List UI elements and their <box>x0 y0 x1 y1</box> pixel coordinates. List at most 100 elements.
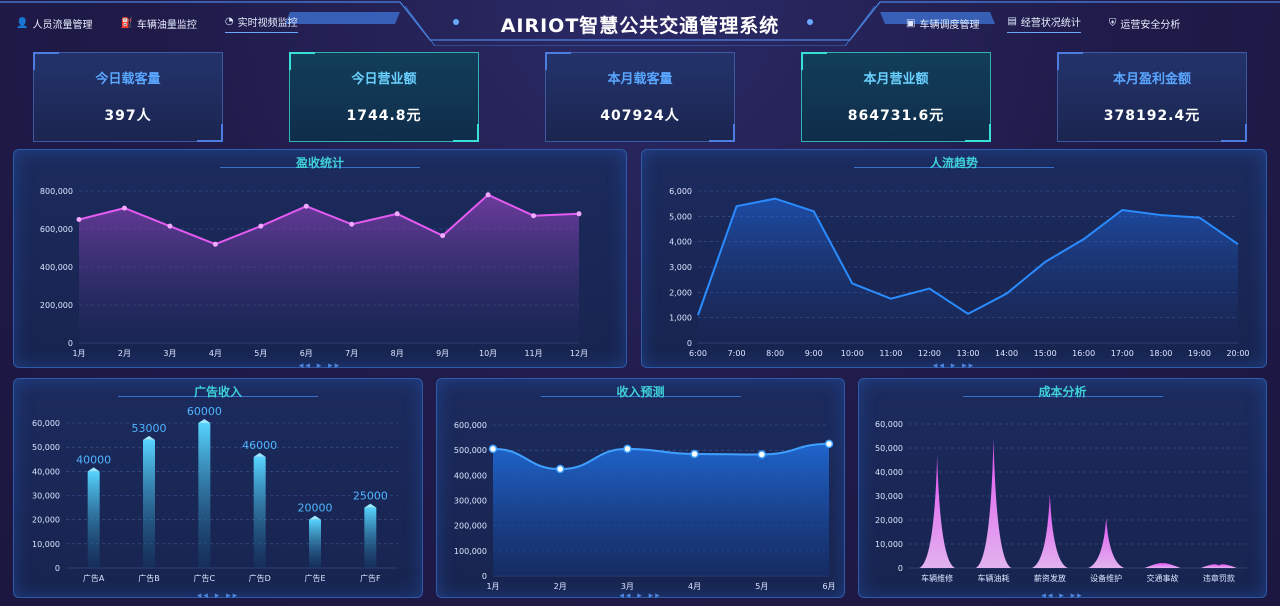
page-title: AIRIOT智慧公共交通管理系统 <box>500 15 780 37</box>
y-tick-label: 800,000 <box>40 187 73 196</box>
kpi-card-month-revenue: 本月营业额 864731.6元 <box>801 52 991 142</box>
data-point <box>212 241 218 247</box>
bar-spike <box>1200 564 1237 568</box>
data-point <box>757 450 767 459</box>
bar-spike <box>975 438 1012 568</box>
bar-cap <box>87 467 100 472</box>
x-tick-label: 11月 <box>524 349 542 358</box>
x-tick-label: 交通事故 <box>1147 573 1179 583</box>
x-tick-label: 7:00 <box>728 349 746 358</box>
x-tick-label: 1月 <box>72 349 85 358</box>
y-tick-label: 400,000 <box>454 471 487 480</box>
y-tick-label: 0 <box>68 339 73 348</box>
x-tick-label: 8:00 <box>766 349 784 358</box>
y-tick-label: 60,000 <box>875 420 903 429</box>
x-tick-label: 6:00 <box>689 349 707 358</box>
kpi-value: 378192.4元 <box>1103 108 1201 124</box>
x-tick-label: 设备维护 <box>1090 573 1122 583</box>
nav-safety-analysis[interactable]: ⛨ 运营安全分析 <box>1109 14 1181 33</box>
y-tick-label: 50,000 <box>32 443 60 452</box>
x-tick-label: 5月 <box>755 582 768 591</box>
x-tick-label: 广告E <box>304 573 325 583</box>
panel-title: 成本分析 <box>1038 385 1087 399</box>
y-tick-label: 200,000 <box>454 522 487 531</box>
panel-title: 收入预测 <box>616 385 665 399</box>
series-line <box>78 193 580 246</box>
y-tick-label: 5,000 <box>669 212 692 221</box>
y-tick-label: 500,000 <box>454 446 487 455</box>
x-tick-label: 广告C <box>194 573 216 583</box>
data-point <box>76 217 82 222</box>
x-tick-label: 15:00 <box>1034 349 1057 358</box>
bar-spike <box>1144 563 1181 568</box>
x-tick-label: 4月 <box>209 349 222 358</box>
y-tick-label: 50,000 <box>875 444 903 453</box>
data-label: 20000 <box>298 502 333 515</box>
y-tick-label: 400,000 <box>40 263 73 272</box>
kpi-label: 本月营业额 <box>863 72 929 87</box>
kpi-card-month-passengers: 本月载客量 407924人 <box>545 52 735 142</box>
nav-video-monitor[interactable]: ◔ 实时视频监控 <box>224 14 298 33</box>
nav-dispatch[interactable]: ▣ 车辆调度管理 <box>906 14 979 33</box>
monitor-icon: ▣ <box>906 18 916 29</box>
data-point <box>555 464 565 474</box>
camera-icon: ◔ <box>224 16 234 27</box>
x-tick-label: 广告F <box>360 573 381 583</box>
nav-fuel-monitor[interactable]: ⛽ 车辆油量监控 <box>120 14 196 33</box>
bar-spike <box>919 455 956 568</box>
nav-right: ▣ 车辆调度管理 ▤ 经营状况统计 ⛨ 运营安全分析 <box>906 14 1180 33</box>
nav-label: 人员流量管理 <box>32 20 93 31</box>
panel-cost-analysis: 成本分析 0 10,000 20,000 30,000 40,000 50,000 60,0… <box>858 378 1267 601</box>
x-tick-label: 10月 <box>479 349 497 358</box>
x-tick-label: 3月 <box>621 582 634 591</box>
data-point <box>623 444 632 454</box>
kpi-value: 1744.8元 <box>346 108 422 124</box>
panel-footer-deco: ◂◂ ▸ ▸▸ <box>298 361 342 371</box>
chart-ad-income: 0 10,000 20,000 30,000 40,000 50,000 60,000 广告A… <box>32 405 398 583</box>
x-tick-label: 18:00 <box>1149 349 1172 358</box>
bar <box>309 519 321 568</box>
header-frame <box>0 1 1280 46</box>
kpi-card-today-revenue: 今日营业额 1744.8元 <box>289 52 479 142</box>
data-point <box>121 205 127 211</box>
kpi-label: 今日营业额 <box>351 72 417 87</box>
bar-spike <box>1031 493 1068 568</box>
y-tick-label: 100,000 <box>454 547 487 556</box>
y-tick-label: 10,000 <box>32 540 60 549</box>
kpi-label: 本月载客量 <box>607 72 673 87</box>
x-tick-label: 20:00 <box>1226 349 1249 358</box>
bar-cap <box>198 419 211 423</box>
bar-cap <box>309 515 321 520</box>
bar <box>364 507 377 568</box>
data-point <box>167 223 173 229</box>
bar <box>143 439 155 568</box>
y-tick-label: 600,000 <box>454 421 487 430</box>
x-tick-label: 9月 <box>436 349 449 358</box>
nav-people-flow[interactable]: 👤 人员流量管理 <box>16 14 92 33</box>
y-tick-label: 60,000 <box>32 419 60 428</box>
nav-business-stats[interactable]: ▤ 经营状况统计 <box>1007 14 1081 33</box>
x-tick-label: 9:00 <box>805 349 823 358</box>
data-label: 46000 <box>242 439 277 452</box>
y-tick-label: 200,000 <box>40 301 73 310</box>
bar-cap <box>143 435 155 440</box>
data-point <box>531 213 537 219</box>
x-tick-label: 车辆维修 <box>921 573 953 583</box>
y-tick-label: 30,000 <box>875 492 903 501</box>
x-tick-label: 6月 <box>300 349 313 358</box>
chart-icon: ▤ <box>1007 16 1017 27</box>
x-tick-label: 14:00 <box>995 349 1018 358</box>
x-tick-label: 3月 <box>163 349 176 358</box>
x-tick-label: 违章罚款 <box>1203 573 1235 583</box>
shield-icon: ⛨ <box>1108 18 1117 29</box>
x-tick-label: 19:00 <box>1188 349 1211 358</box>
x-tick-label: 8月 <box>391 349 404 358</box>
chart-traffic: 0 1,000 2,000 3,000 4,000 5,000 6,000 6:00 7:00 8… <box>669 187 1249 358</box>
data-point <box>488 444 498 454</box>
nav-label: 实时视频监控 <box>237 18 298 29</box>
x-tick-label: 广告A <box>83 573 105 583</box>
area-fill <box>698 198 1238 343</box>
kpi-card-month-profit: 本月盈利金额 378192.4元 <box>1057 52 1247 142</box>
data-point <box>440 233 446 239</box>
